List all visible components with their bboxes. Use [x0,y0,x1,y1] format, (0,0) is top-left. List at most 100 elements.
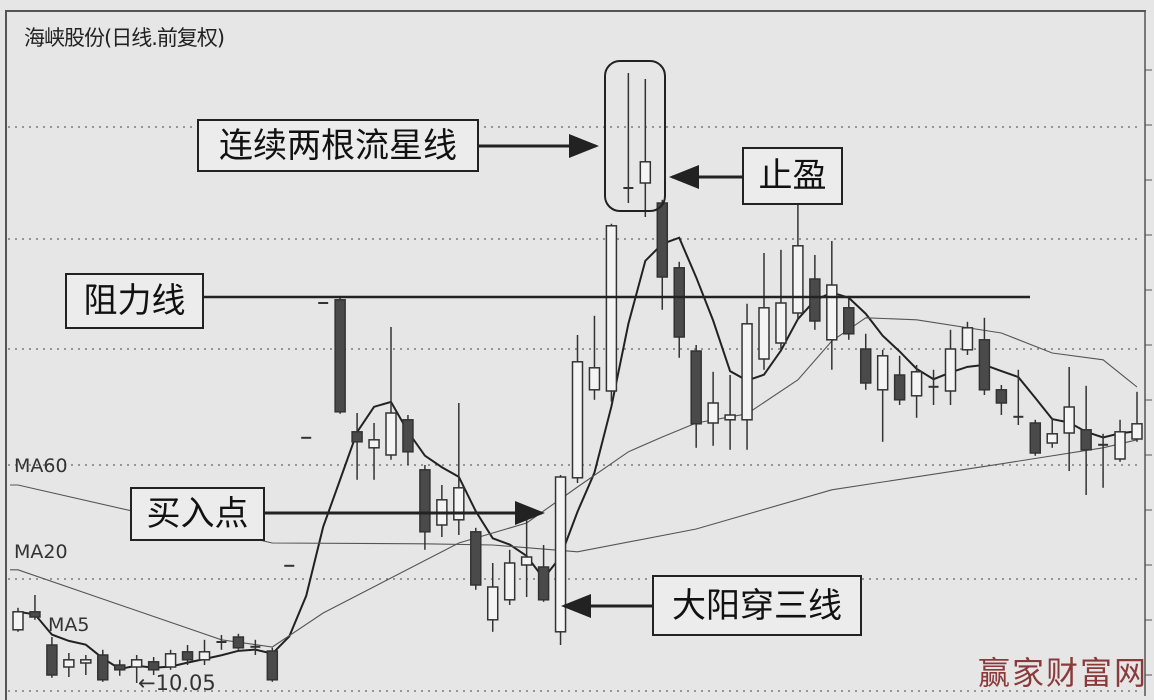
candle-body [113,664,126,671]
candle [623,73,634,203]
candle [741,303,753,450]
candle [758,253,770,370]
candle-body [419,469,431,533]
candles [12,73,1143,683]
candle [1114,419,1126,462]
candle [368,423,380,480]
candle [792,203,804,320]
candle [1013,369,1024,425]
shooting-stars-highlight [604,60,666,212]
candle [690,345,702,448]
candle-body [690,350,702,425]
ma5-label: MA5 [48,614,90,636]
candle [656,199,669,310]
annotation-arrows [204,134,1030,618]
candle-body [385,412,397,456]
candle-body [1131,423,1143,440]
candle-body [12,611,24,631]
ma20-label: MA20 [14,541,68,563]
low-price-label: ←10.05 [138,671,216,695]
candle-body [80,659,92,664]
candle [419,465,431,550]
candle [385,327,397,460]
candle-body [29,611,41,618]
candle-body [809,278,821,322]
candle-body [46,644,58,676]
candle [775,249,787,350]
candle-body [995,389,1008,404]
candle-body [1046,433,1058,444]
candle [876,349,889,442]
grid-lines [8,126,1142,692]
candle-body [266,650,279,681]
candle [1131,391,1143,442]
take-profit-callout: 止盈 [742,147,843,205]
candle [97,649,109,682]
candle-body [893,374,906,401]
candle [453,403,465,535]
candle [554,475,567,645]
candle [995,385,1008,415]
candle [198,639,211,665]
candle-body [554,476,567,633]
candle-body [571,361,584,479]
candle-body [470,531,482,586]
ma60-label: MA60 [14,455,68,477]
candle-body [503,562,516,601]
candle [80,655,92,675]
candle-body [961,327,974,351]
candle [266,647,279,682]
candle-body [910,371,923,397]
candle-body [232,636,245,649]
candle [520,519,533,597]
candle-body [164,653,177,668]
candle [470,527,482,590]
candle [673,261,685,358]
candle-body [775,302,787,344]
candle-body [351,431,363,443]
candle [503,549,516,605]
candle [1063,367,1075,471]
candle [486,563,499,632]
resistance-callout: 阻力线 [65,273,204,329]
candle [893,355,906,405]
candle [944,329,957,405]
candle [724,375,736,450]
candle-body [588,367,601,391]
candle-body [520,556,533,566]
candle-body [198,651,211,661]
candle [29,595,41,620]
candle-body [402,419,414,453]
candle [826,241,838,370]
candle [1046,417,1058,448]
candle [130,655,143,683]
candle-body [147,661,160,671]
candle [436,485,448,537]
candle [843,295,855,340]
shooting-stars-callout: 连续两根流星线 [197,119,479,172]
candle [402,415,414,465]
candle [63,653,75,677]
candle [961,321,974,355]
candle-body [741,323,753,421]
candle-body [537,566,550,601]
candle-body [334,299,346,413]
candle-body [181,651,194,661]
candle-body [724,414,736,421]
candle-body [453,487,465,521]
candle [181,645,194,665]
candle [978,317,991,395]
candle [859,333,872,390]
candle-body [978,339,991,391]
candle-body [605,225,618,392]
candle-body [843,307,855,335]
candle-body [792,245,804,314]
candle [571,335,584,483]
candle-body [486,586,499,621]
candle-body [944,348,957,392]
price-axis [1144,10,1152,696]
candle [928,369,939,405]
candle [232,633,245,650]
candle-body [639,161,652,184]
